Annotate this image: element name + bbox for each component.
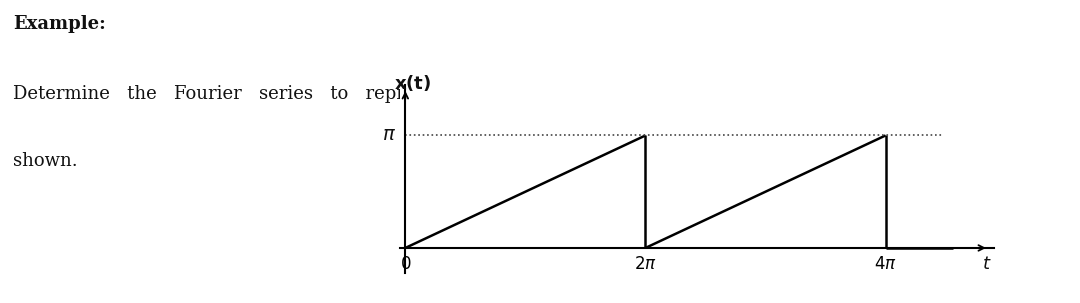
Text: shown.: shown. <box>13 152 78 169</box>
Text: Example:: Example: <box>13 15 106 33</box>
Text: $\mathbf{x(t)}$: $\mathbf{x(t)}$ <box>393 73 431 93</box>
Text: Determine   the   Fourier   series   to   represent   the   periodic   function: Determine the Fourier series to represen… <box>13 85 686 103</box>
Text: $\pi$: $\pi$ <box>381 126 395 145</box>
Text: $t$: $t$ <box>982 255 991 273</box>
